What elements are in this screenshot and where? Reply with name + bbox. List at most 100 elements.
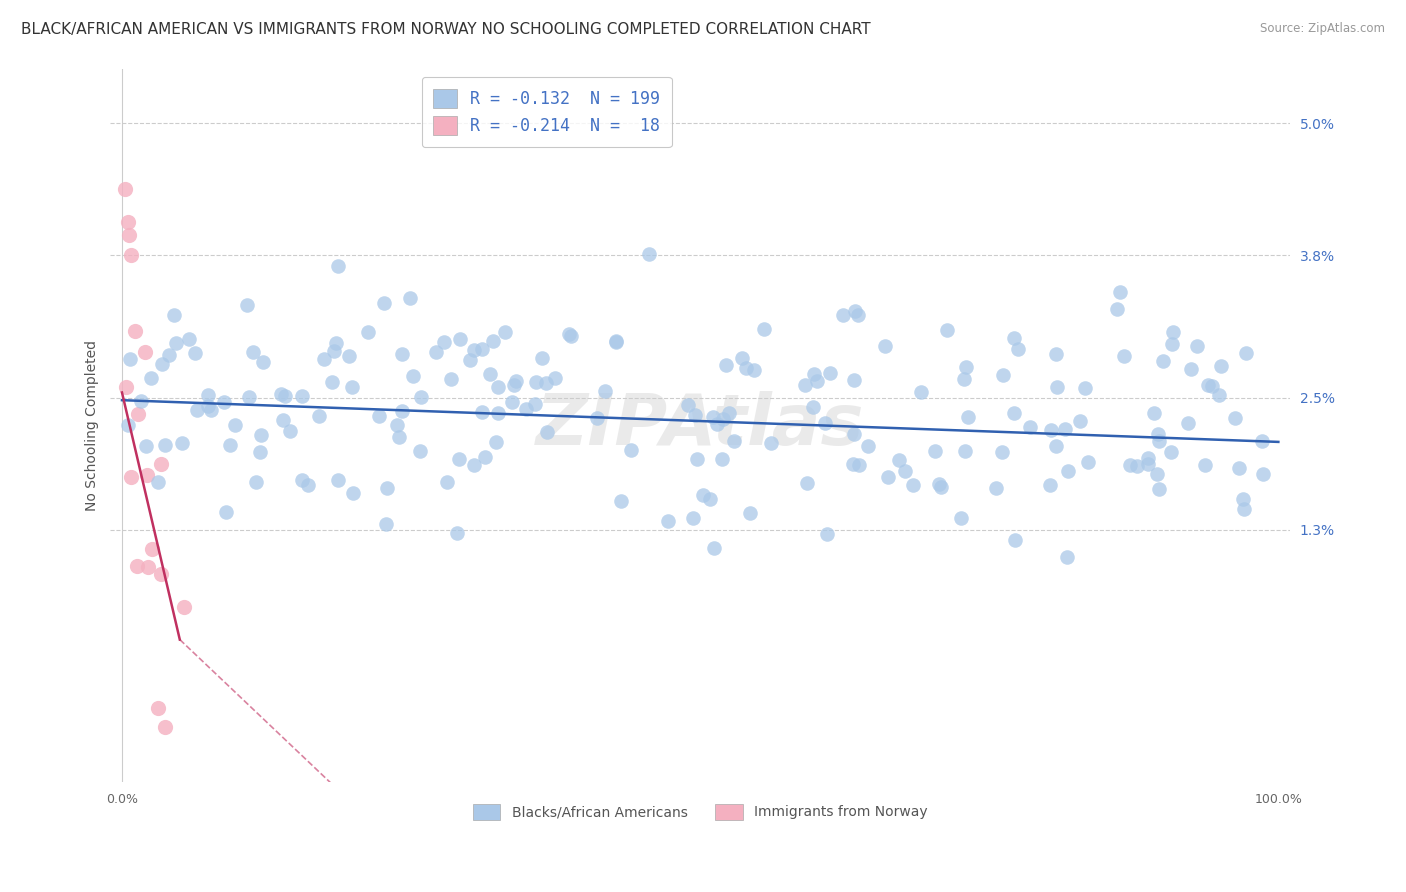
Point [215, 505, 238, 519]
Point [356, 326, 378, 340]
Point [503, 377, 526, 392]
Point [367, 409, 389, 423]
Point [1002, 406, 1025, 420]
Point [1109, 285, 1132, 299]
Point [494, 325, 516, 339]
Point [894, 464, 917, 478]
Point [463, 343, 485, 357]
Point [1045, 439, 1067, 453]
Point [163, 308, 186, 322]
Point [1152, 354, 1174, 368]
Point [129, 394, 152, 409]
Point [723, 434, 745, 448]
Point [1160, 445, 1182, 459]
Point [478, 368, 501, 382]
Point [486, 406, 509, 420]
Y-axis label: No Schooling Completed: No Schooling Completed [86, 340, 100, 511]
Point [165, 336, 187, 351]
Point [342, 486, 364, 500]
Point [953, 372, 976, 386]
Point [1232, 502, 1254, 516]
Point [135, 439, 157, 453]
Point [796, 476, 818, 491]
Point [471, 343, 494, 357]
Point [157, 348, 180, 362]
Point [1069, 414, 1091, 428]
Point [373, 295, 395, 310]
Point [929, 480, 952, 494]
Point [1149, 434, 1171, 448]
Point [433, 334, 456, 349]
Point [391, 347, 413, 361]
Point [323, 344, 346, 359]
Point [486, 380, 509, 394]
Point [984, 481, 1007, 495]
Point [950, 510, 973, 524]
Point [1147, 426, 1170, 441]
Point [235, 298, 257, 312]
Point [1180, 362, 1202, 376]
Point [1045, 347, 1067, 361]
Point [953, 443, 976, 458]
Point [385, 417, 408, 432]
Point [114, 380, 136, 394]
Point [141, 371, 163, 385]
Point [1136, 457, 1159, 471]
Point [699, 491, 721, 506]
Point [910, 384, 932, 399]
Point [114, 182, 136, 196]
Point [1107, 301, 1129, 316]
Point [734, 360, 756, 375]
Point [1057, 465, 1080, 479]
Point [1161, 337, 1184, 351]
Point [686, 452, 709, 467]
Point [245, 475, 267, 489]
Point [903, 477, 925, 491]
Point [326, 259, 349, 273]
Point [534, 376, 557, 390]
Point [409, 444, 432, 458]
Point [252, 355, 274, 369]
Point [717, 406, 740, 420]
Point [703, 541, 725, 555]
Point [1077, 455, 1099, 469]
Point [291, 389, 314, 403]
Legend: Blacks/African Americans, Immigrants from Norway: Blacks/African Americans, Immigrants fro… [467, 798, 934, 825]
Point [214, 395, 236, 409]
Point [848, 458, 870, 472]
Point [124, 324, 146, 338]
Point [184, 345, 207, 359]
Point [620, 442, 643, 457]
Point [474, 450, 496, 465]
Point [610, 494, 633, 508]
Point [1251, 467, 1274, 481]
Point [411, 390, 433, 404]
Point [375, 481, 398, 495]
Point [844, 304, 866, 318]
Point [249, 427, 271, 442]
Point [515, 402, 537, 417]
Point [1163, 325, 1185, 339]
Point [710, 452, 733, 467]
Point [200, 402, 222, 417]
Text: BLACK/AFRICAN AMERICAN VS IMMIGRANTS FROM NORWAY NO SCHOOLING COMPLETED CORRELAT: BLACK/AFRICAN AMERICAN VS IMMIGRANTS FRO… [21, 22, 870, 37]
Point [436, 475, 458, 489]
Point [1227, 460, 1250, 475]
Point [813, 416, 835, 430]
Point [585, 411, 607, 425]
Point [148, 701, 170, 715]
Point [1053, 422, 1076, 436]
Point [249, 444, 271, 458]
Point [127, 407, 149, 421]
Point [803, 367, 825, 381]
Point [446, 525, 468, 540]
Point [955, 360, 977, 375]
Point [1185, 339, 1208, 353]
Point [877, 469, 900, 483]
Point [957, 410, 980, 425]
Point [1004, 533, 1026, 548]
Point [593, 384, 616, 398]
Point [170, 435, 193, 450]
Point [759, 435, 782, 450]
Point [312, 351, 335, 366]
